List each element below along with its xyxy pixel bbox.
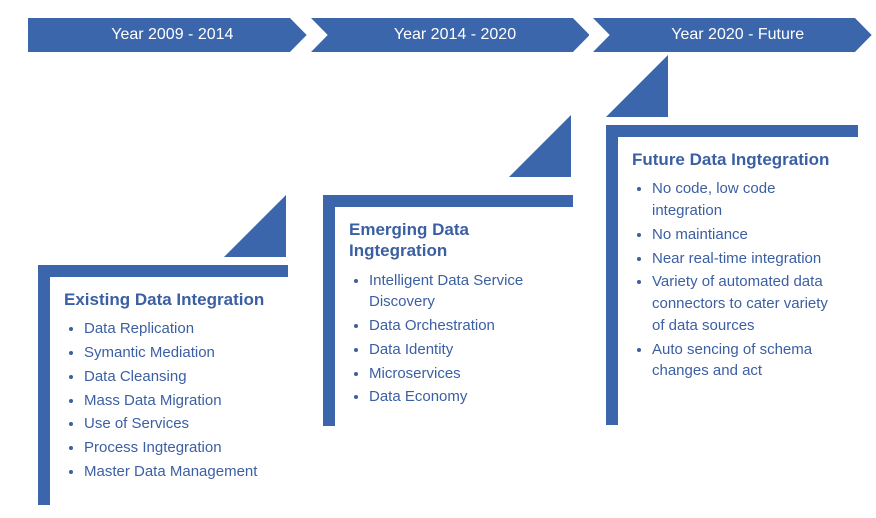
timeline: Year 2009 - 2014Year 2014 - 2020Year 202… (28, 18, 876, 52)
list-item: Variety of automated data connectors to … (652, 271, 842, 336)
card-list: Data ReplicationSymantic MediationData C… (64, 318, 272, 482)
list-item: Data Cleansing (84, 366, 272, 388)
list-item: Mass Data Migration (84, 390, 272, 412)
list-item: Use of Services (84, 413, 272, 435)
card-list: Intelligent Data Service DiscoveryData O… (349, 270, 557, 409)
list-item: Intelligent Data Service Discovery (369, 270, 557, 314)
card-triangle-icon (224, 195, 286, 257)
card-box: Existing Data Integration Data Replicatio… (38, 265, 288, 505)
list-item: Data Economy (369, 386, 557, 408)
list-item: Microservices (369, 363, 557, 385)
card-title: Existing Data Integration (64, 289, 272, 310)
timeline-label: Year 2009 - 2014 (28, 18, 307, 52)
list-item: Data Orchestration (369, 315, 557, 337)
list-item: Auto sencing of schema changes and act (652, 339, 842, 383)
card-title: Future Data Ingtegration (632, 149, 842, 170)
timeline-label: Year 2014 - 2020 (311, 18, 590, 52)
timeline-label: Year 2020 - Future (593, 18, 872, 52)
card-box: Future Data Ingtegration No code, low cod… (606, 125, 858, 425)
list-item: Data Replication (84, 318, 272, 340)
cards-area: Existing Data Integration Data Replicatio… (28, 95, 868, 515)
list-item: Master Data Management (84, 461, 272, 483)
list-item: Symantic Mediation (84, 342, 272, 364)
list-item: No code, low code integration (652, 178, 842, 222)
card-triangle-icon (509, 115, 571, 177)
card-triangle-icon (606, 55, 668, 117)
timeline-segment-2: Year 2020 - Future (593, 18, 872, 52)
card-box: Emerging Data Ingtegration Intelligent Da… (323, 195, 573, 426)
card-title: Emerging Data Ingtegration (349, 219, 557, 262)
list-item: Near real-time integration (652, 248, 842, 270)
list-item: Data Identity (369, 339, 557, 361)
timeline-segment-0: Year 2009 - 2014 (28, 18, 307, 52)
list-item: Process Ingtegration (84, 437, 272, 459)
timeline-segment-1: Year 2014 - 2020 (311, 18, 590, 52)
card-list: No code, low code integrationNo maintian… (632, 178, 842, 382)
list-item: No maintiance (652, 224, 842, 246)
